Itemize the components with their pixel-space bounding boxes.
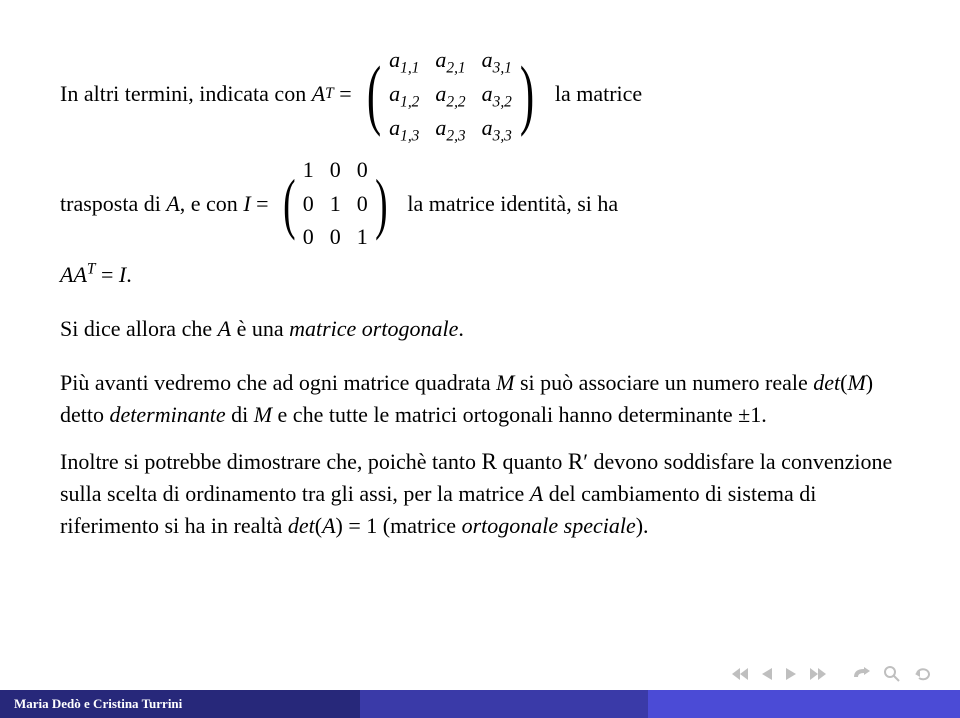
symbol-M: M <box>254 402 272 427</box>
text: (matrice <box>377 513 461 538</box>
line-2: trasposta di A , e con I = ( 1 0 0 0 1 0… <box>60 150 900 258</box>
equation-AAT: AAT = I. <box>60 259 900 291</box>
nav-first[interactable] <box>732 668 748 680</box>
dot: . <box>458 316 464 341</box>
matrix-grid: a1,1 a2,1 a3,1 a1,2 a2,2 a3,2 a1,3 a2,3 … <box>387 40 514 148</box>
line-1: In altri termini, indicata con A T = ( a… <box>60 40 900 148</box>
equals: = <box>95 262 118 287</box>
dot: . <box>761 402 767 427</box>
symbol-A: A <box>166 188 179 220</box>
paren-right: ) <box>520 40 534 148</box>
symbol-A: A <box>218 316 231 341</box>
symbol-A: A <box>73 262 86 287</box>
text: Si dice allora che <box>60 316 218 341</box>
term-matrice-ortogonale: matrice ortogonale <box>289 316 458 341</box>
nav-next[interactable] <box>786 668 796 680</box>
matrix-identity: ( 1 0 0 0 1 0 0 0 1 ) <box>278 150 392 258</box>
symbol-R-prime: R <box>568 448 583 474</box>
term-determinante: determinante <box>110 402 226 427</box>
nav-last[interactable] <box>810 668 826 680</box>
text: è una <box>231 316 289 341</box>
footer-bar: Maria Dedò e Cristina Turrini <box>0 690 960 718</box>
text: di <box>226 402 254 427</box>
footer-author: Maria Dedò e Cristina Turrini <box>0 690 360 718</box>
text: , e con <box>180 188 244 220</box>
equals: = <box>251 188 274 220</box>
term-ortogonale-speciale: ortogonale speciale <box>462 513 636 538</box>
text: la matrice identità, si ha <box>396 188 618 220</box>
paragraph-determinante: Più avanti vedremo che ad ogni matrice q… <box>60 367 900 431</box>
nav-icons <box>732 666 932 682</box>
func-det: det <box>813 370 840 395</box>
dot: . <box>126 262 132 287</box>
symbol-M: M <box>847 370 865 395</box>
text: Più avanti vedremo che ad ogni matrice q… <box>60 370 496 395</box>
func-det: det <box>288 513 315 538</box>
text: la matrice <box>544 78 642 110</box>
matrix-grid: 1 0 0 0 1 0 0 0 1 <box>301 150 370 258</box>
footer-mid <box>360 690 648 718</box>
symbol-A: A <box>60 262 73 287</box>
footer-right <box>648 690 960 718</box>
symbol-I: I <box>243 188 250 220</box>
equals-one: = 1 <box>343 513 377 538</box>
nav-back[interactable] <box>850 667 870 681</box>
plus-minus-one: ±1 <box>738 402 761 427</box>
statement-ortogonale: Si dice allora che A è una matrice ortog… <box>60 313 900 345</box>
slide: In altri termini, indicata con A T = ( a… <box>0 0 960 718</box>
paragraph-ortogonale-speciale: Inoltre si potrebbe dimostrare che, poic… <box>60 445 900 542</box>
text: Inoltre si potrebbe dimostrare che, poic… <box>60 449 482 474</box>
symbol-M: M <box>496 370 514 395</box>
text: e che tutte le matrici ortogonali hanno … <box>272 402 738 427</box>
paren-right: ) <box>375 150 387 258</box>
nav-prev[interactable] <box>762 668 772 680</box>
text: In altri termini, indicata con <box>60 78 312 110</box>
nav-cycle[interactable] <box>914 667 932 681</box>
text: quanto <box>497 449 568 474</box>
text: trasposta di <box>60 188 166 220</box>
text: detto <box>60 402 110 427</box>
text: si può associare un numero reale <box>515 370 814 395</box>
slide-content: In altri termini, indicata con A T = ( a… <box>60 40 900 542</box>
equals: = <box>334 78 357 110</box>
symbol-R: R <box>482 448 497 474</box>
paren-left: ( <box>367 40 381 148</box>
matrix-A-transpose: ( a1,1 a2,1 a3,1 a1,2 a2,2 a3,2 a1,3 a2,… <box>361 40 540 148</box>
nav-search[interactable] <box>884 666 900 682</box>
symbol-A: A <box>312 78 325 110</box>
paren-left: ( <box>283 150 295 258</box>
superscript-T: T <box>325 85 334 102</box>
text: ). <box>636 513 649 538</box>
symbol-A: A <box>322 513 335 538</box>
symbol-A: A <box>530 481 543 506</box>
